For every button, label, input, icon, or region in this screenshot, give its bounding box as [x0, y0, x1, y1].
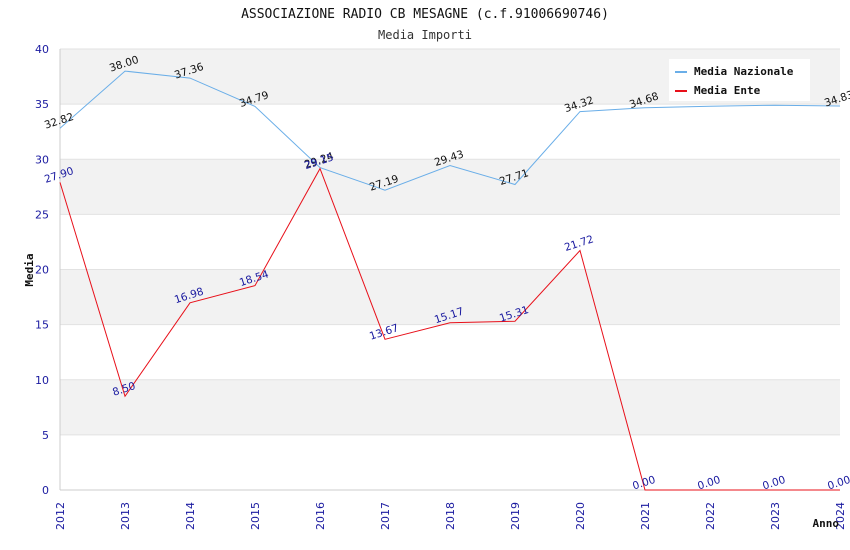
y-tick-label: 20 — [35, 264, 49, 277]
x-tick-label: 2018 — [444, 502, 457, 530]
grid-band — [60, 434, 840, 490]
grid-lines — [60, 48, 840, 436]
grid-band — [60, 379, 840, 435]
legend: Media Nazionale Media Ente — [669, 59, 810, 101]
x-tick-label: 2014 — [184, 502, 197, 530]
y-tick-label: 0 — [42, 484, 49, 497]
legend-label-media-nazionale: Media Nazionale — [694, 65, 794, 78]
y-tick-label: 5 — [42, 429, 49, 442]
grid-band — [60, 104, 840, 160]
y-tick-label: 15 — [35, 319, 49, 332]
grid-band — [60, 214, 840, 270]
y-tick-label: 35 — [35, 98, 49, 111]
x-tick-label: 2024 — [834, 502, 847, 530]
x-tick-label: 2013 — [119, 502, 132, 530]
y-tick-labels: 0 5 10 15 20 25 30 35 40 — [35, 43, 49, 497]
legend-box — [669, 59, 810, 101]
grid-band — [60, 269, 840, 325]
x-axis-title: Anno — [813, 517, 840, 530]
x-tick-label: 2021 — [639, 502, 652, 530]
series-line-media-ente — [59, 167, 840, 491]
y-tick-label: 30 — [35, 153, 49, 166]
chart-subtitle: Media Importi — [378, 28, 472, 42]
chart-title: ASSOCIAZIONE RADIO CB MESAGNE (c.f.91006… — [241, 7, 609, 22]
y-axis-title: Media — [23, 253, 36, 286]
legend-label-media-ente: Media Ente — [694, 84, 761, 97]
x-tick-label: 2023 — [769, 502, 782, 530]
x-tick-label: 2017 — [379, 502, 392, 530]
x-tick-label: 2020 — [574, 502, 587, 530]
x-tick-label: 2022 — [704, 502, 717, 530]
x-tick-label: 2012 — [54, 502, 67, 530]
y-tick-label: 25 — [35, 208, 49, 221]
grid-bands — [60, 49, 840, 490]
x-tick-label: 2019 — [509, 502, 522, 530]
data-label: 0.00 — [826, 474, 850, 493]
x-tick-labels: 2012 2013 2014 2015 2016 2017 2018 2019 2020 2021… — [54, 502, 847, 530]
y-tick-label: 40 — [35, 43, 49, 56]
grid-band — [60, 324, 840, 380]
x-tick-label: 2016 — [314, 502, 327, 530]
y-tick-label: 10 — [35, 374, 49, 387]
grid-band — [60, 159, 840, 215]
series-line-media-nazionale — [59, 70, 841, 191]
x-tick-label: 2015 — [249, 502, 262, 530]
series-lines — [59, 70, 841, 491]
